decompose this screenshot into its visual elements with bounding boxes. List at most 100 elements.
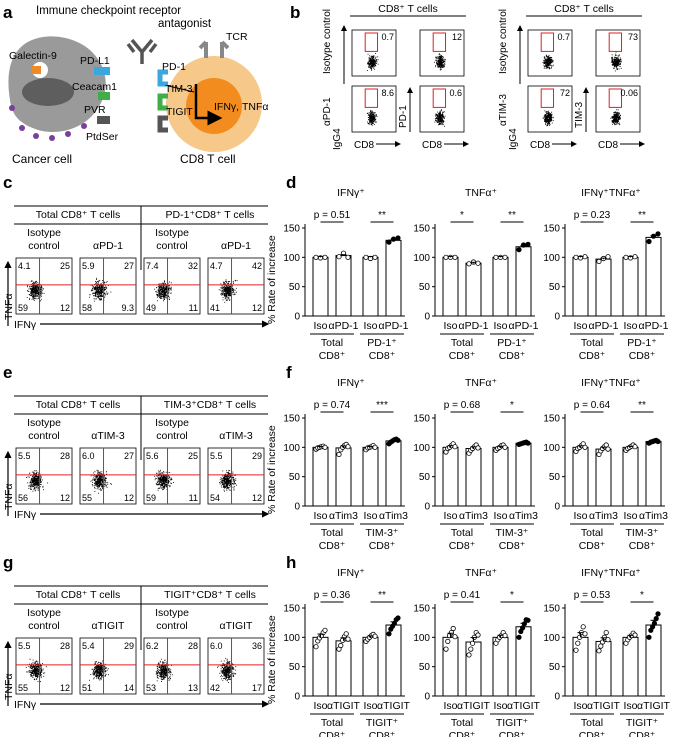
data-point bbox=[598, 643, 604, 649]
group-label: PD-1⁺ bbox=[367, 337, 397, 349]
x-axis-label: CD8 bbox=[530, 140, 550, 151]
plot-title: αTIGIT bbox=[92, 620, 125, 632]
data-point bbox=[573, 254, 579, 260]
category-label: αPD-1 bbox=[589, 320, 619, 332]
mini-flow-plot: 0.7 bbox=[527, 29, 573, 77]
data-point bbox=[466, 652, 472, 658]
event-dots bbox=[542, 110, 554, 127]
quadrant-value: 55 bbox=[82, 493, 92, 503]
tim3-label: TIM-3 bbox=[165, 83, 193, 95]
mini-flow-plot: 8.6 bbox=[351, 85, 397, 133]
group-label: CD8⁺ bbox=[629, 730, 656, 737]
quadrant-value: 12 bbox=[60, 493, 70, 503]
data-point bbox=[516, 634, 522, 640]
y-tick-label: 0 bbox=[424, 502, 430, 513]
plot-title: Isotype bbox=[155, 227, 189, 239]
plot-title: Isotype bbox=[155, 417, 189, 429]
data-point bbox=[443, 646, 449, 652]
significance-label: ** bbox=[378, 210, 386, 221]
category-label: Iso bbox=[573, 320, 587, 332]
event-dots bbox=[610, 107, 621, 126]
group-label: CD8⁺ bbox=[319, 730, 346, 737]
quadrant-value: 56 bbox=[18, 493, 28, 503]
data-point bbox=[576, 634, 583, 640]
quadrant-value: 54 bbox=[210, 493, 220, 503]
plot-frame bbox=[143, 447, 201, 505]
group-label: CD8⁺ bbox=[579, 540, 606, 552]
row-sublabel: IgG4 bbox=[332, 128, 343, 150]
plot-frame bbox=[143, 637, 201, 695]
bar bbox=[515, 442, 532, 507]
data-point bbox=[395, 615, 401, 621]
mini-flow-plot: 72 bbox=[527, 85, 573, 133]
quadrant-value: 32 bbox=[188, 261, 198, 271]
data-point bbox=[336, 451, 342, 457]
category-label: αPD-1 bbox=[379, 320, 409, 332]
group-label: Total bbox=[451, 717, 473, 729]
quadrant-value: 17 bbox=[252, 683, 262, 693]
quadrant-value: 36 bbox=[252, 641, 262, 651]
plot-frame bbox=[207, 637, 265, 695]
pd1-receptor-icon bbox=[157, 69, 168, 87]
quadrant-value: 59 bbox=[146, 493, 156, 503]
ptdser-icon bbox=[19, 125, 25, 131]
plot-title: control bbox=[28, 240, 60, 252]
data-point bbox=[475, 260, 481, 266]
row-label: Isotype control bbox=[498, 9, 509, 74]
bar bbox=[572, 446, 589, 507]
gate bbox=[608, 32, 623, 52]
category-label: Iso bbox=[493, 320, 507, 332]
data-point bbox=[603, 629, 609, 636]
category-label: Iso bbox=[573, 510, 587, 522]
group-label: Total bbox=[321, 527, 343, 539]
event-dots bbox=[542, 54, 554, 70]
category-label: Iso bbox=[313, 510, 327, 522]
bar bbox=[442, 256, 459, 317]
gate-percent: 73 bbox=[628, 32, 638, 42]
data-point bbox=[575, 640, 581, 646]
category-label: αTIGIT bbox=[507, 700, 540, 712]
group-label: CD8⁺ bbox=[319, 540, 346, 552]
group-label: CD8⁺ bbox=[449, 540, 476, 552]
bar bbox=[595, 448, 612, 507]
category-label: αPD-1 bbox=[639, 320, 669, 332]
x-axis-label: CD8 bbox=[354, 140, 374, 151]
gate bbox=[608, 88, 623, 108]
mini-flow-plot: 12 bbox=[419, 29, 465, 77]
data-point bbox=[336, 254, 342, 260]
quadrant-value: 27 bbox=[124, 451, 134, 461]
quadrant-value: 29 bbox=[124, 641, 134, 651]
group-header: Total CD8⁺ T cells bbox=[36, 209, 121, 221]
event-dots bbox=[90, 469, 112, 494]
data-point bbox=[386, 631, 392, 637]
y-tick-label: 100 bbox=[413, 633, 430, 644]
data-point bbox=[596, 648, 602, 654]
gate-percent: 12 bbox=[452, 32, 462, 42]
gate bbox=[432, 32, 447, 52]
plot-frame bbox=[15, 257, 73, 315]
gate-percent: 0.6 bbox=[449, 88, 462, 98]
y-tick-label: 50 bbox=[549, 472, 561, 483]
significance-label: p = 0.53 bbox=[574, 590, 611, 601]
group-label: CD8⁺ bbox=[629, 350, 656, 362]
data-point bbox=[322, 627, 328, 633]
panel-b-header: CD8⁺ T cells bbox=[554, 3, 613, 15]
y-tick-label: 100 bbox=[283, 253, 300, 264]
plot-frame bbox=[527, 85, 573, 133]
significance-label: p = 0.23 bbox=[574, 210, 611, 221]
data-point bbox=[605, 254, 611, 260]
gate-percent: 0.7 bbox=[381, 32, 394, 42]
flow-row: e Total CD8⁺ T cells TIM-3⁺CD8⁺ T cells Iso… bbox=[3, 363, 270, 521]
data-point bbox=[573, 647, 579, 653]
quadrant-value: 25 bbox=[60, 261, 70, 271]
quadrant-value: 12 bbox=[124, 493, 134, 503]
plot-frame bbox=[79, 637, 137, 695]
data-point bbox=[452, 444, 458, 450]
group-label: Total bbox=[321, 337, 343, 349]
group-label: CD8⁺ bbox=[369, 730, 396, 737]
flow-row: c Total CD8⁺ T cells PD-1⁺CD8⁺ T cells Isot… bbox=[3, 173, 270, 331]
